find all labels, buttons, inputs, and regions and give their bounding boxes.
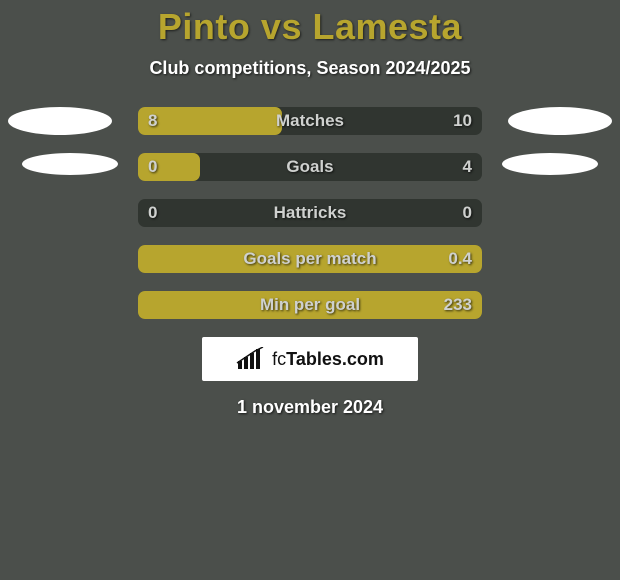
stats-rows: 8 Matches 10 0 Goals 4 0 Hattricks 0 Goa… bbox=[0, 107, 620, 319]
stat-row: Goals per match 0.4 bbox=[0, 245, 620, 273]
subtitle: Club competitions, Season 2024/2025 bbox=[0, 58, 620, 79]
player-right-placeholder bbox=[502, 153, 598, 175]
logo-rest: Tables.com bbox=[286, 349, 384, 370]
source-logo: fcTables.com bbox=[202, 337, 418, 381]
date-label: 1 november 2024 bbox=[0, 397, 620, 418]
stat-right-value: 0.4 bbox=[448, 245, 472, 273]
stat-right-value: 4 bbox=[463, 153, 472, 181]
stat-row: 0 Hattricks 0 bbox=[0, 199, 620, 227]
page-title: Pinto vs Lamesta bbox=[0, 6, 620, 48]
stat-label: Goals per match bbox=[138, 245, 482, 273]
stat-label: Hattricks bbox=[138, 199, 482, 227]
player-left-name: Pinto bbox=[158, 6, 250, 47]
stat-right-value: 233 bbox=[444, 291, 472, 319]
stat-label: Matches bbox=[138, 107, 482, 135]
stat-label: Min per goal bbox=[138, 291, 482, 319]
stat-label: Goals bbox=[138, 153, 482, 181]
stat-right-value: 10 bbox=[453, 107, 472, 135]
stat-row: Min per goal 233 bbox=[0, 291, 620, 319]
source-logo-text: fcTables.com bbox=[272, 349, 384, 370]
logo-fc: fc bbox=[272, 349, 286, 370]
stat-right-value: 0 bbox=[463, 199, 472, 227]
stat-row: 0 Goals 4 bbox=[0, 153, 620, 181]
title-vs: vs bbox=[261, 6, 302, 47]
player-left-placeholder bbox=[22, 153, 118, 175]
player-right-placeholder bbox=[508, 107, 612, 135]
comparison-card: Pinto vs Lamesta Club competitions, Seas… bbox=[0, 0, 620, 580]
bar-chart-icon bbox=[236, 347, 266, 371]
stat-row: 8 Matches 10 bbox=[0, 107, 620, 135]
player-left-placeholder bbox=[8, 107, 112, 135]
player-right-name: Lamesta bbox=[312, 6, 462, 47]
